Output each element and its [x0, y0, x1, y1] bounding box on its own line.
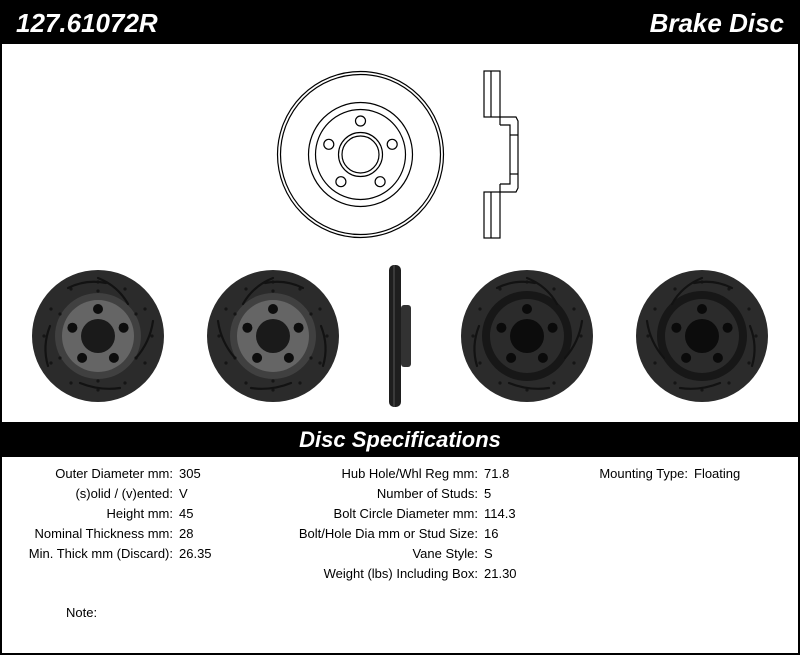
spec-sheet: 127.61072R Brake Disc: [0, 0, 800, 655]
spec-label: Min. Thick mm (Discard):: [14, 545, 179, 563]
spec-label: Height mm:: [14, 505, 179, 523]
spec-value: S: [484, 545, 493, 563]
spec-label: Weight (lbs) Including Box:: [274, 565, 484, 583]
spec-value: 5: [484, 485, 491, 503]
disc-photo-1: [28, 266, 168, 406]
spec-table: Outer Diameter mm: 305 (s)olid / (v)ente…: [2, 457, 798, 587]
spec-row: Weight (lbs) Including Box: 21.30: [274, 565, 574, 583]
spec-row: Bolt Circle Diameter mm: 114.3: [274, 505, 574, 523]
spec-label: Number of Studs:: [274, 485, 484, 503]
spec-label: Nominal Thickness mm:: [14, 525, 179, 543]
spec-value: 114.3: [484, 505, 516, 523]
spec-label: Outer Diameter mm:: [14, 465, 179, 483]
disc-photo-4: [632, 266, 772, 406]
disc-side-drawing: [478, 67, 528, 242]
spec-row: Number of Studs: 5: [274, 485, 574, 503]
spec-label: Bolt Circle Diameter mm:: [274, 505, 484, 523]
disc-photo-3: [457, 266, 597, 406]
disc-front-drawing: [273, 67, 448, 242]
spec-row: (s)olid / (v)ented: V: [14, 485, 274, 503]
technical-drawings: [2, 44, 798, 244]
spec-row: Height mm: 45: [14, 505, 274, 523]
spec-row: Min. Thick mm (Discard): 26.35: [14, 545, 274, 563]
disc-photo-edge: [379, 261, 421, 411]
spec-value: V: [179, 485, 188, 503]
spec-value: Floating: [694, 465, 740, 483]
spec-row: Hub Hole/Whl Reg mm: 71.8: [274, 465, 574, 483]
note-label: Note:: [2, 587, 798, 620]
spec-label: Mounting Type:: [574, 465, 694, 483]
spec-value: 305: [179, 465, 201, 483]
disc-photo-2: [203, 266, 343, 406]
spec-label: Hub Hole/Whl Reg mm:: [274, 465, 484, 483]
spec-value: 26.35: [179, 545, 212, 563]
spec-row: Nominal Thickness mm: 28: [14, 525, 274, 543]
spec-value: 21.30: [484, 565, 517, 583]
spec-label: Vane Style:: [274, 545, 484, 563]
spec-row: Outer Diameter mm: 305: [14, 465, 274, 483]
spec-value: 45: [179, 505, 193, 523]
product-photos: [2, 244, 798, 424]
spec-row: Mounting Type: Floating: [574, 465, 784, 483]
spec-row: Vane Style: S: [274, 545, 574, 563]
header-bar: 127.61072R Brake Disc: [2, 2, 798, 44]
spec-header: Disc Specifications: [2, 424, 798, 457]
spec-label: (s)olid / (v)ented:: [14, 485, 179, 503]
spec-value: 71.8: [484, 465, 509, 483]
spec-value: 16: [484, 525, 498, 543]
spec-col-2: Hub Hole/Whl Reg mm: 71.8 Number of Stud…: [274, 465, 574, 583]
product-type: Brake Disc: [650, 8, 784, 39]
spec-col-1: Outer Diameter mm: 305 (s)olid / (v)ente…: [14, 465, 274, 583]
spec-value: 28: [179, 525, 193, 543]
spec-label: Bolt/Hole Dia mm or Stud Size:: [274, 525, 484, 543]
spec-row: Bolt/Hole Dia mm or Stud Size: 16: [274, 525, 574, 543]
spec-col-3: Mounting Type: Floating: [574, 465, 784, 583]
part-number: 127.61072R: [16, 8, 158, 39]
